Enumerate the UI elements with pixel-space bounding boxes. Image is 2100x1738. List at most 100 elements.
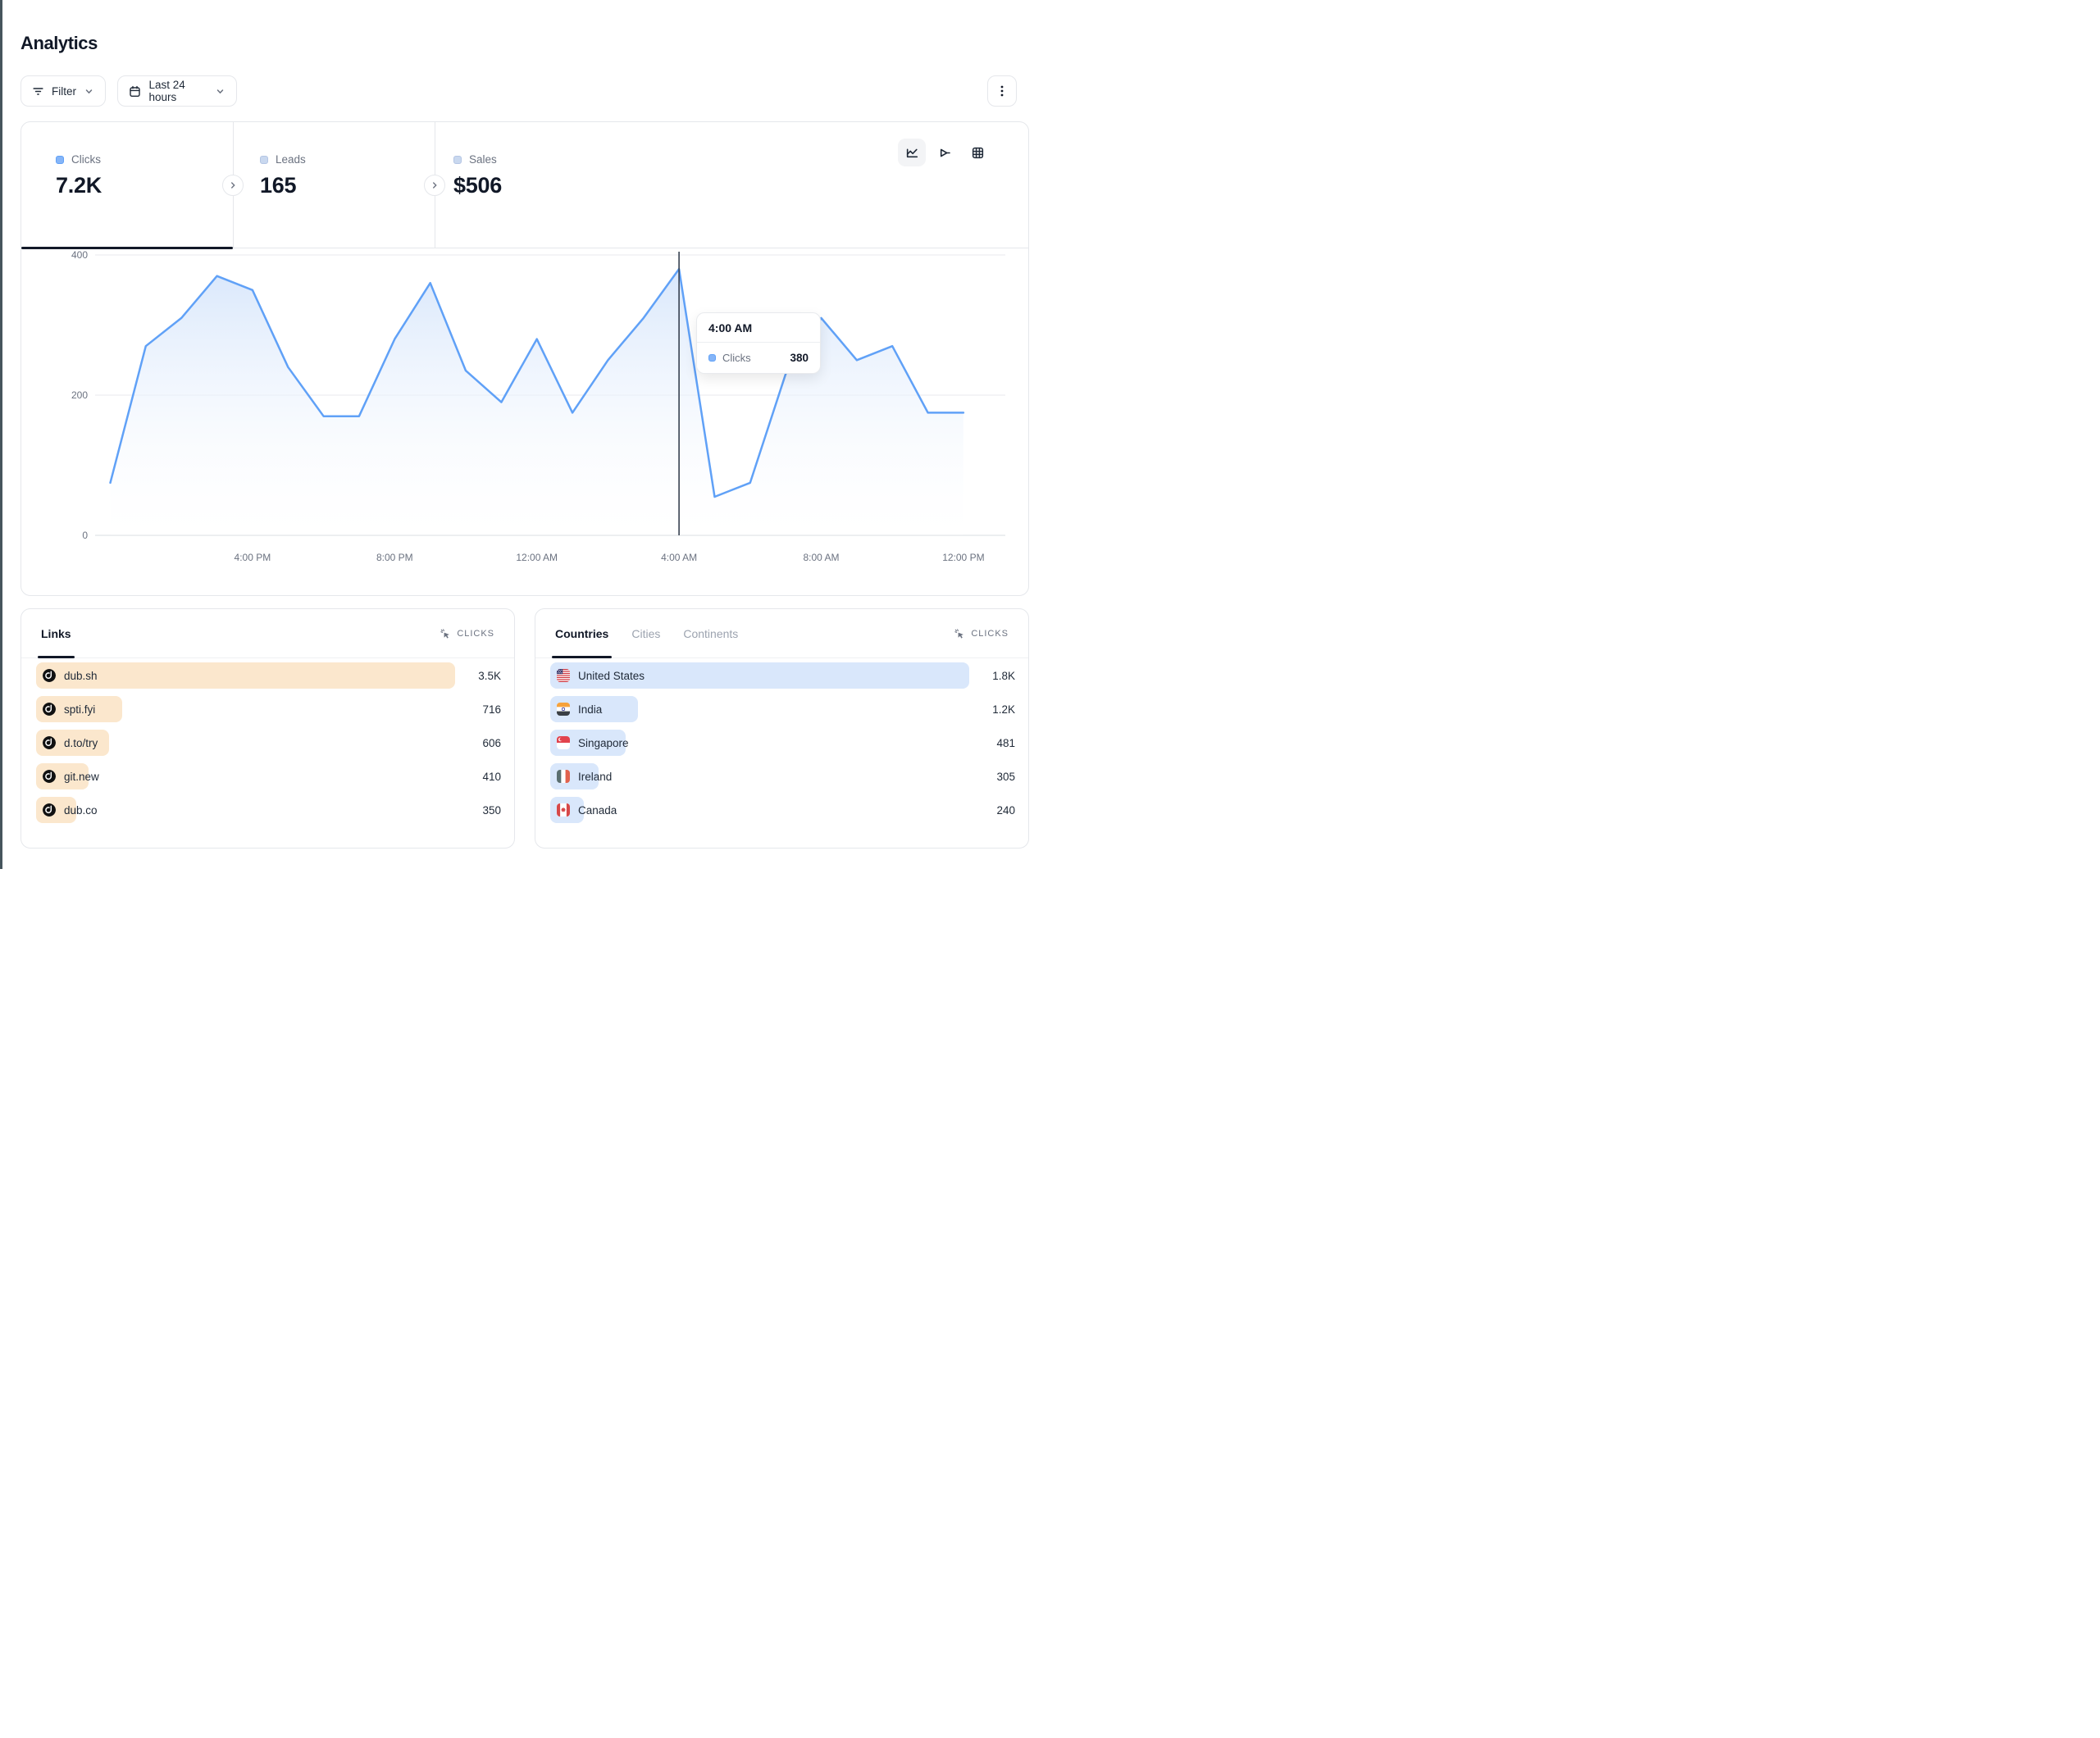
x-axis-tick: 4:00 PM: [235, 552, 271, 563]
row-bar: [36, 662, 455, 689]
page-title: Analytics: [20, 33, 98, 53]
x-axis-tick: 8:00 AM: [803, 552, 839, 563]
ca-flag-icon: [557, 803, 570, 817]
dub-favicon: [43, 803, 56, 817]
area-chart: 0 200 400 4:00 PM 8:00 PM 12:00 AM 4:00 AM 8:00…: [71, 249, 1005, 563]
row-label: Canada: [578, 803, 617, 817]
analytics-page: Analytics Filter Last 24 hours: [0, 0, 1050, 869]
line-chart-view-button[interactable]: [898, 139, 926, 166]
tooltip-series-label: Clicks: [722, 352, 751, 364]
row-label: United States: [578, 669, 645, 682]
filter-button[interactable]: Filter: [20, 75, 106, 107]
tab-sales[interactable]: Sales $506: [435, 122, 665, 248]
row-value: 410: [482, 770, 501, 783]
list-item[interactable]: dub.sh 3.5K: [36, 662, 501, 689]
kebab-icon: [996, 84, 1008, 98]
expand-sales-button[interactable]: [424, 175, 445, 196]
row-label: d.to/try: [64, 736, 98, 749]
line-chart-icon: [906, 148, 918, 157]
row-label: India: [578, 703, 603, 716]
in-flag-icon: [557, 703, 570, 716]
window-edge-strip: [0, 0, 2, 869]
list-item[interactable]: Ireland 305: [550, 763, 1015, 789]
dub-favicon: [43, 703, 56, 716]
x-axis-tick: 12:00 AM: [516, 552, 558, 563]
y-axis-tick: 0: [82, 530, 88, 541]
y-axis-tick: 400: [71, 249, 88, 261]
row-label: spti.fyi: [64, 703, 96, 716]
breakdown-panels: Links CLICKS dub.sh 3.5K spti.fyi 716 d.to/t…: [20, 608, 1029, 849]
row-value: 305: [996, 770, 1015, 783]
list-item[interactable]: spti.fyi 716: [36, 696, 501, 722]
row-value: 481: [996, 736, 1015, 749]
row-value: 1.2K: [992, 703, 1015, 716]
toolbar: Filter Last 24 hours: [20, 75, 1029, 107]
tooltip-value: 380: [790, 352, 809, 364]
chevron-down-icon: [84, 86, 94, 97]
row-value: 1.8K: [992, 669, 1015, 682]
tooltip-time: 4:00 AM: [697, 313, 820, 343]
sg-flag-icon: [557, 736, 570, 749]
row-track: d.to/try: [36, 730, 455, 756]
list-item[interactable]: United States 1.8K: [550, 662, 1015, 689]
chevron-down-icon: [215, 86, 225, 97]
tab-links[interactable]: Links: [38, 609, 75, 658]
chevron-right-icon: [231, 182, 235, 189]
date-range-button[interactable]: Last 24 hours: [117, 75, 238, 107]
row-track: United States: [550, 662, 969, 689]
dub-favicon: [43, 770, 56, 783]
row-track: India: [550, 696, 969, 722]
links-metric[interactable]: CLICKS: [440, 628, 494, 639]
row-bar: [550, 662, 969, 689]
row-track: git.new: [36, 763, 455, 789]
row-label: Ireland: [578, 770, 613, 783]
list-item[interactable]: Canada 240: [550, 797, 1015, 823]
table-view-button[interactable]: [963, 139, 991, 166]
clicks-legend-swatch: [56, 155, 64, 164]
sales-value: $506: [453, 173, 502, 198]
expand-leads-button[interactable]: [222, 175, 244, 196]
links-panel: Links CLICKS dub.sh 3.5K spti.fyi 716 d.to/t…: [20, 608, 515, 849]
row-label: git.new: [64, 770, 99, 783]
list-item[interactable]: India 1.2K: [550, 696, 1015, 722]
geo-list: United States 1.8K India 1.2K Singapore 481 Ir…: [550, 662, 1015, 830]
x-axis-tick: 8:00 PM: [376, 552, 413, 563]
dub-favicon: [43, 669, 56, 682]
clicks-label: Clicks: [71, 153, 101, 166]
sales-label: Sales: [469, 153, 497, 166]
link-favicon: [43, 803, 56, 817]
row-label: Singapore: [578, 736, 629, 749]
row-value: 350: [482, 803, 501, 817]
row-label: dub.sh: [64, 669, 98, 682]
us-flag-icon: [557, 669, 570, 682]
row-track: Singapore: [550, 730, 969, 756]
tooltip-series-swatch: [708, 354, 716, 362]
stats-tabs: Clicks 7.2K Leads 165: [21, 122, 1028, 249]
tab-clicks[interactable]: Clicks 7.2K: [21, 122, 233, 249]
filter-icon: [32, 85, 44, 98]
clicks-time-series-chart[interactable]: 0 200 400 4:00 PM 8:00 PM 12:00 AM 4:00 AM 8:00…: [42, 248, 1009, 576]
row-track: Canada: [550, 797, 969, 823]
geo-metric[interactable]: CLICKS: [954, 628, 1009, 639]
more-menu-button[interactable]: [987, 75, 1017, 107]
funnel-icon: [940, 148, 950, 157]
leads-legend-swatch: [260, 155, 268, 164]
links-list: dub.sh 3.5K spti.fyi 716 d.to/try 606 git.new 4…: [36, 662, 501, 830]
list-item[interactable]: Singapore 481: [550, 730, 1015, 756]
cursor-click-icon: [440, 628, 451, 639]
tab-continents[interactable]: Continents: [683, 626, 739, 640]
row-track: dub.co: [36, 797, 455, 823]
analytics-card: Clicks 7.2K Leads 165: [20, 121, 1029, 596]
funnel-view-button[interactable]: [931, 139, 959, 166]
calendar-icon: [129, 85, 141, 98]
list-item[interactable]: dub.co 350: [36, 797, 501, 823]
row-track: dub.sh: [36, 662, 455, 689]
tab-countries[interactable]: Countries: [551, 609, 613, 658]
links-panel-header: Links CLICKS: [21, 609, 514, 658]
cursor-click-icon: [954, 628, 965, 639]
tab-cities[interactable]: Cities: [631, 626, 661, 640]
list-item[interactable]: d.to/try 606: [36, 730, 501, 756]
list-item[interactable]: git.new 410: [36, 763, 501, 789]
geo-metric-label: CLICKS: [971, 628, 1009, 639]
tab-leads[interactable]: Leads 165: [234, 122, 435, 248]
